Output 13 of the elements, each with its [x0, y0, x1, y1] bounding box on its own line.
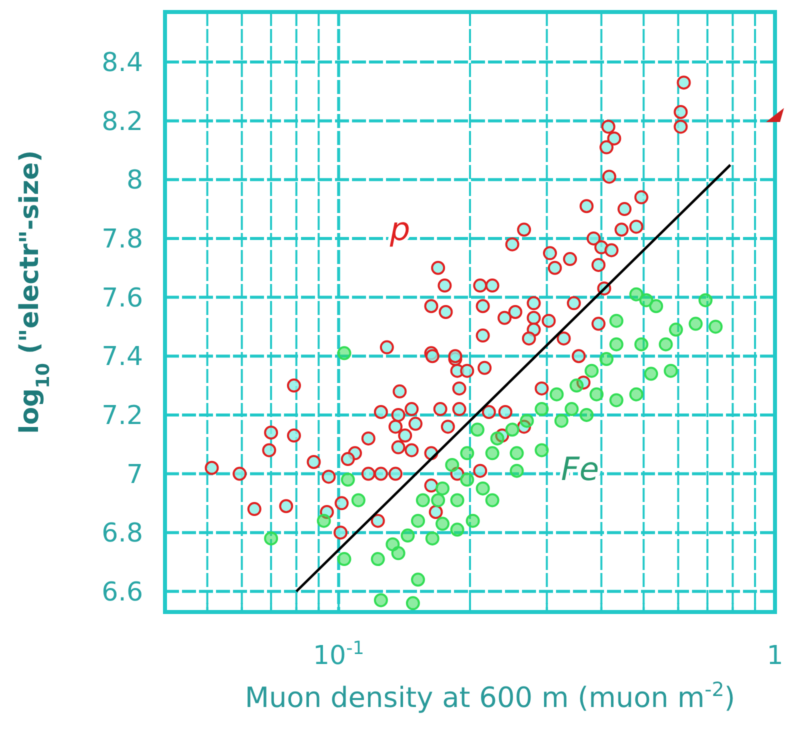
y-tick-label: 7: [126, 460, 143, 490]
y-tick-label: 8.2: [102, 106, 143, 137]
y-tick-label: 7.8: [102, 224, 143, 254]
x-tick-label: 1: [766, 641, 784, 671]
y-tick-label: 7.2: [102, 400, 143, 431]
y-tick-label: 6.6: [102, 577, 143, 608]
y-tick-label: 7.6: [102, 283, 143, 314]
y-tick-label: 7.4: [102, 342, 143, 372]
y-tick-label: 8: [126, 166, 143, 196]
y-tick-label: 6.8: [102, 518, 143, 549]
y-tick-label: 8.4: [102, 48, 143, 78]
x-tick-label: 10$^{-1}$: [313, 638, 364, 671]
x-axis-title: Muon density at 600 m (muon m$^{-2}$): [244, 678, 736, 714]
